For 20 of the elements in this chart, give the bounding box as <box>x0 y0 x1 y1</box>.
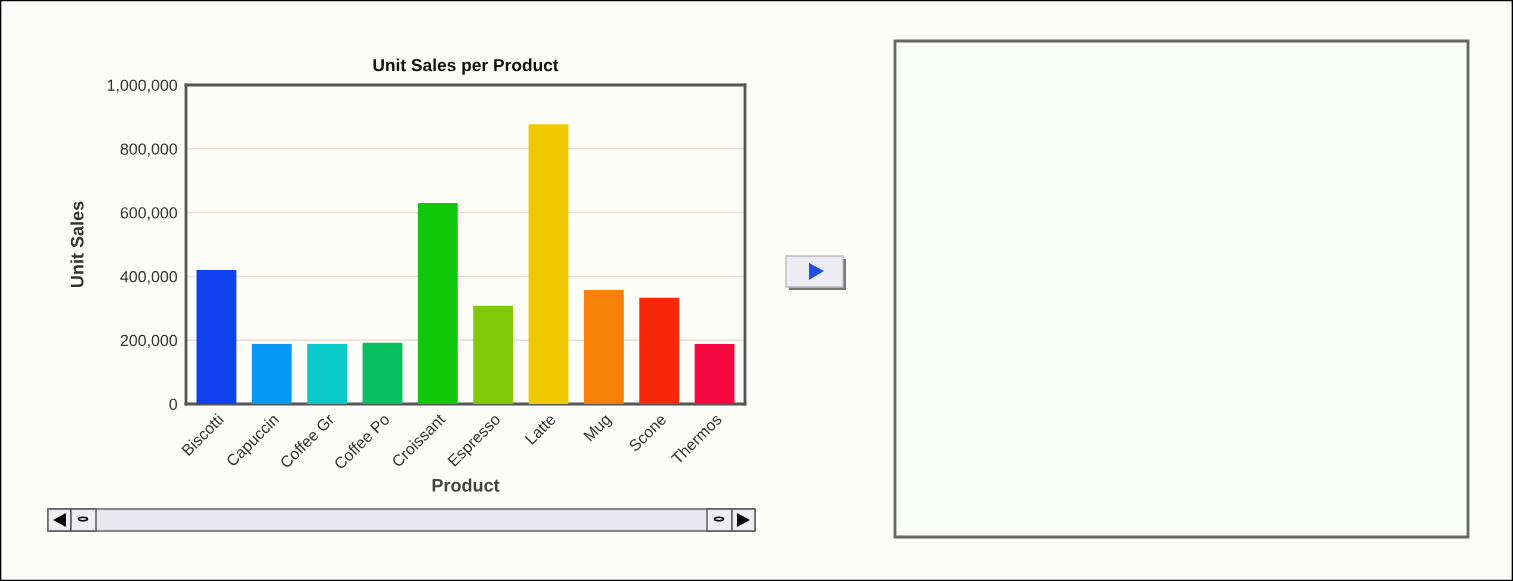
y-tick-label: 800,000 <box>120 143 178 157</box>
bar <box>473 305 514 404</box>
bar <box>528 124 569 404</box>
bar <box>362 342 403 404</box>
y-tick-label: 400,000 <box>120 271 178 285</box>
bar <box>694 344 735 404</box>
bar <box>639 297 680 404</box>
y-axis-title: Unit Sales <box>70 201 84 288</box>
y-tick-label: 1,000,000 <box>107 79 178 93</box>
x-axis-title: Product <box>432 478 500 492</box>
y-tick-label: 200,000 <box>120 334 178 349</box>
chart-title: Unit Sales per Product <box>373 58 559 75</box>
x-tick-label: Mug <box>583 413 614 444</box>
bar <box>196 270 237 404</box>
bar <box>307 344 348 404</box>
bar <box>251 344 292 404</box>
y-tick-label: 0 <box>169 398 178 410</box>
bar <box>417 203 458 404</box>
bar <box>583 290 624 404</box>
y-tick-label: 600,000 <box>120 207 178 221</box>
